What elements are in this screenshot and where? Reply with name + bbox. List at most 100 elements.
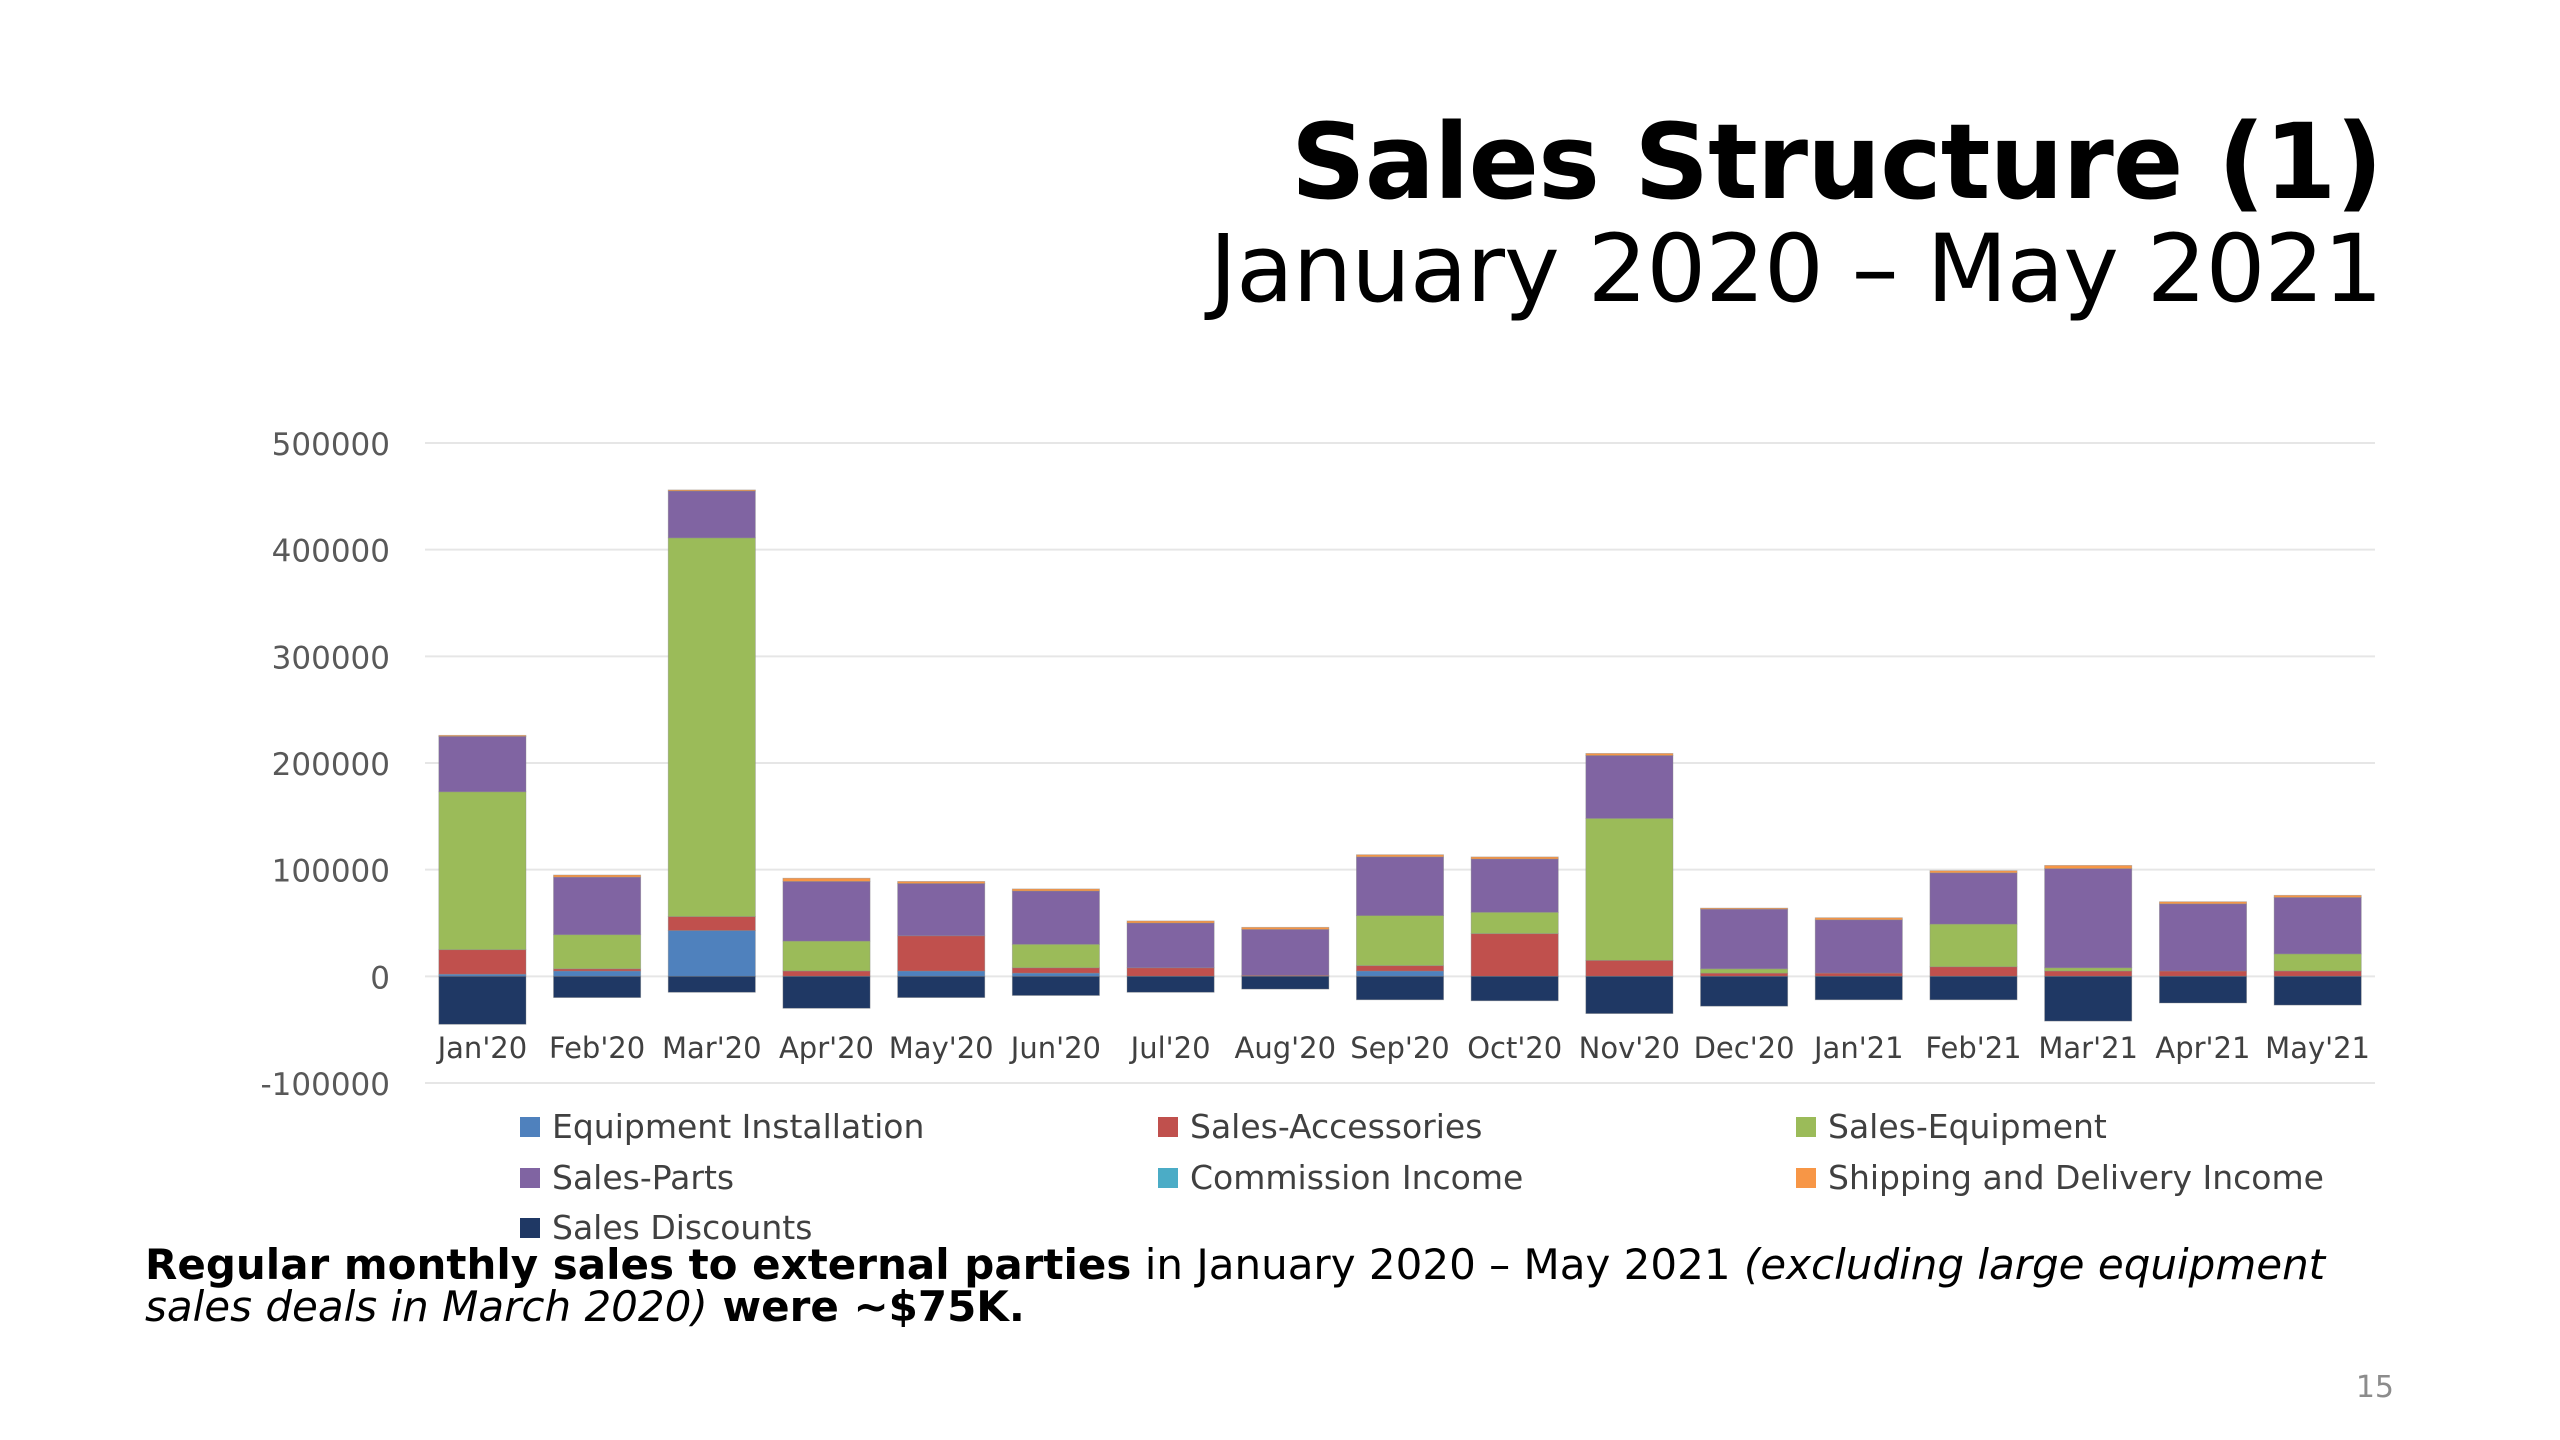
x-tick-label: Oct'20 bbox=[1467, 1031, 1562, 1065]
bar-segment bbox=[897, 935, 986, 972]
bar-segment bbox=[553, 968, 642, 972]
bar-segment bbox=[782, 975, 871, 1009]
slide-subtitle: January 2020 – May 2021 bbox=[1209, 215, 2383, 324]
bar-segment bbox=[1011, 967, 1100, 974]
bar-segment bbox=[1814, 972, 1903, 977]
x-tick-label: Feb'21 bbox=[1925, 1031, 2021, 1065]
x-tick-label: Nov'20 bbox=[1579, 1031, 1680, 1065]
bar-segment bbox=[2159, 901, 2247, 905]
y-tick-label: 100000 bbox=[272, 854, 390, 890]
bar-segment bbox=[2159, 903, 2247, 972]
bar-segment bbox=[2273, 975, 2362, 1006]
bar-segment bbox=[1700, 968, 1789, 974]
bar-segment bbox=[1700, 908, 1789, 970]
bar-segment bbox=[553, 975, 642, 998]
x-tick-label: May'20 bbox=[889, 1031, 994, 1065]
bar-segment bbox=[897, 883, 986, 937]
bar-segment bbox=[1470, 858, 1559, 913]
y-tick-label: 300000 bbox=[272, 640, 390, 676]
y-axis-tick-labels: 500000 400000 300000 200000 100000 0 -100000 bbox=[260, 427, 390, 1103]
bar-segment bbox=[782, 970, 871, 977]
bar-segment bbox=[1814, 975, 1903, 1001]
bar-segment bbox=[553, 874, 642, 878]
note-period-text: in January 2020 – May 2021 bbox=[1131, 1240, 1744, 1289]
bar-segment bbox=[1470, 933, 1559, 977]
x-tick-label: Apr'20 bbox=[779, 1031, 874, 1065]
bar-segment bbox=[1126, 967, 1215, 977]
bar-segment bbox=[1814, 917, 1903, 921]
y-tick-label: 0 bbox=[370, 960, 390, 996]
bar-segment bbox=[667, 916, 756, 931]
x-tick-label: Sep'20 bbox=[1350, 1031, 1450, 1065]
x-tick-label: Jan'20 bbox=[436, 1031, 528, 1065]
bar-segment bbox=[438, 791, 527, 951]
bar-segment bbox=[553, 934, 642, 970]
bar-segment bbox=[438, 975, 527, 1025]
bar-segment bbox=[782, 877, 871, 882]
bars bbox=[438, 489, 2362, 1025]
slide-title: Sales Structure (1) bbox=[1290, 101, 2383, 223]
bar-segment bbox=[897, 970, 986, 977]
bar-segment bbox=[2044, 967, 2133, 972]
bar-segment bbox=[897, 881, 986, 884]
bar-segment bbox=[1356, 970, 1444, 977]
bar-segment bbox=[1814, 919, 1903, 974]
x-tick-label: Mar'20 bbox=[662, 1031, 762, 1065]
x-tick-label: Apr'21 bbox=[2155, 1031, 2250, 1065]
bar-segment bbox=[2273, 897, 2362, 955]
bar-segment bbox=[897, 975, 986, 998]
x-tick-label: Feb'20 bbox=[549, 1031, 645, 1065]
bar-segment bbox=[1700, 907, 1789, 910]
bar-segment bbox=[1126, 922, 1215, 969]
bar-segment bbox=[1585, 818, 1674, 961]
y-tick-label: 500000 bbox=[272, 427, 390, 463]
bar-segment bbox=[553, 876, 642, 936]
bar-segment bbox=[2273, 970, 2362, 977]
summary-note: Regular monthly sales to external partie… bbox=[145, 1244, 2445, 1328]
bar-segment bbox=[667, 975, 756, 993]
bar-segment bbox=[2044, 865, 2133, 869]
bar-segment bbox=[2273, 894, 2362, 898]
x-tick-label: Dec'20 bbox=[1694, 1031, 1795, 1065]
bar-segment bbox=[1929, 870, 2018, 874]
bar-segment bbox=[667, 930, 756, 977]
bar-segment bbox=[1929, 923, 2018, 968]
bar-segment bbox=[2159, 970, 2247, 977]
bar-segment bbox=[2044, 970, 2133, 977]
bar-segment bbox=[438, 734, 527, 737]
bar-segment bbox=[1356, 856, 1444, 916]
bar-segment bbox=[1126, 920, 1215, 924]
bar-segment bbox=[1011, 943, 1100, 969]
y-tick-label: -100000 bbox=[260, 1067, 390, 1103]
bar-segment bbox=[1470, 911, 1559, 934]
x-tick-label: May'21 bbox=[2265, 1031, 2370, 1065]
bar-segment bbox=[1241, 926, 1330, 930]
bar-segment bbox=[1700, 975, 1789, 1007]
bar-segment bbox=[1585, 753, 1674, 756]
bar-segment bbox=[1241, 975, 1330, 990]
x-tick-label: Jan'21 bbox=[1812, 1031, 1904, 1065]
bar-segment bbox=[1011, 975, 1100, 996]
bar-segment bbox=[667, 490, 756, 539]
bar-segment bbox=[667, 537, 756, 917]
x-axis-tick-labels: Jan'20 Feb'20 Mar'20 Apr'20 May'20 Jun'20 Jul'… bbox=[436, 1031, 2370, 1065]
bar-segment bbox=[1470, 975, 1559, 1002]
y-tick-label: 400000 bbox=[272, 534, 390, 570]
bar-segment bbox=[2044, 868, 2133, 969]
bar-segment bbox=[2273, 953, 2362, 972]
bar-segment bbox=[1700, 972, 1789, 977]
bar-segment bbox=[1585, 959, 1674, 977]
bar-segment bbox=[1126, 975, 1215, 993]
bar-segment bbox=[2044, 975, 2133, 1022]
bar-segment bbox=[438, 735, 527, 793]
note-bold-lead: Regular monthly sales to external partie… bbox=[145, 1240, 1132, 1289]
bar-segment bbox=[782, 940, 871, 972]
bar-segment bbox=[1929, 975, 2018, 1001]
bar-segment bbox=[1011, 972, 1100, 977]
bar-segment bbox=[1356, 915, 1444, 966]
y-tick-label: 200000 bbox=[272, 747, 390, 783]
bar-segment bbox=[782, 881, 871, 942]
x-tick-label: Jun'20 bbox=[1009, 1031, 1101, 1065]
bar-segment bbox=[1585, 755, 1674, 819]
